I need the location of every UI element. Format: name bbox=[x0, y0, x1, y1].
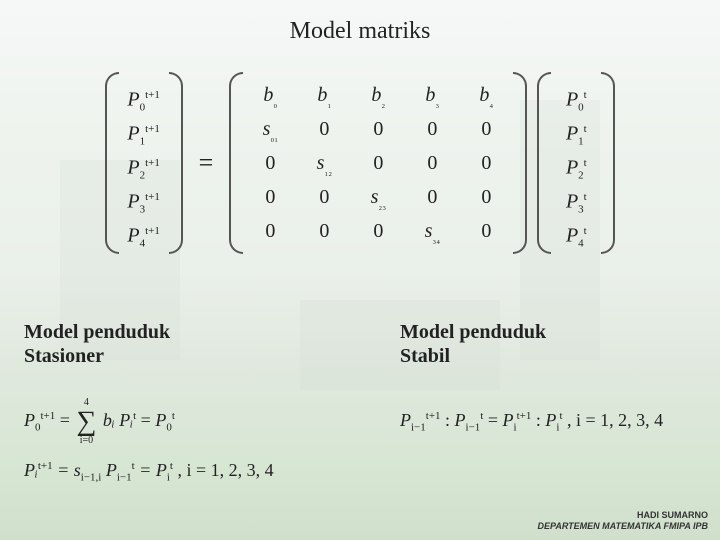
matrix-cell: 0 bbox=[247, 180, 293, 214]
label-stasioner: Model penduduk Stasioner bbox=[24, 320, 170, 368]
rhs-entry: P1t bbox=[555, 112, 597, 146]
eq-stasioner-1: P0t+1 = 4 ∑ i=0 bᵢ Pᵢt = P0t bbox=[24, 398, 175, 446]
matrix-cell: 0 bbox=[247, 146, 293, 180]
eq-stabil: Pi−1t+1 : Pi−1t = Pit+1 : Pit , i = 1, 2… bbox=[400, 410, 663, 434]
matrix-cell: 0 bbox=[463, 214, 509, 248]
matrix-cell: b₀ bbox=[247, 78, 293, 112]
matrix-cell: s₂₃ bbox=[355, 180, 401, 214]
rhs-entry: P0t bbox=[555, 78, 597, 112]
matrix-cell: s₀₁ bbox=[247, 112, 293, 146]
lhs-entry: P3t+1 bbox=[123, 180, 165, 214]
right-paren-icon bbox=[169, 72, 183, 254]
matrix-cell: 0 bbox=[301, 214, 347, 248]
rhs-entry: P4t bbox=[555, 214, 597, 248]
summation-icon: 4 ∑ i=0 bbox=[76, 398, 96, 446]
right-paren-icon bbox=[513, 72, 527, 254]
matrix-cell: 0 bbox=[463, 112, 509, 146]
matrix-equation: P0t+1P1t+1P2t+1P3t+1P4t+1 = b₀s₀₁000b₁0s… bbox=[22, 72, 698, 254]
matrix-cell: 0 bbox=[355, 214, 401, 248]
matrix-cell: b₂ bbox=[355, 78, 401, 112]
footer-dept: DEPARTEMEN MATEMATIKA FMIPA IPB bbox=[538, 521, 709, 532]
lhs-entry: P4t+1 bbox=[123, 214, 165, 248]
matrix-cell: 0 bbox=[355, 112, 401, 146]
right-paren-icon bbox=[601, 72, 615, 254]
matrix-cell: 0 bbox=[301, 180, 347, 214]
left-paren-icon bbox=[105, 72, 119, 254]
matrix-cell: 0 bbox=[409, 180, 455, 214]
left-paren-icon bbox=[537, 72, 551, 254]
matrix-cell: 0 bbox=[463, 180, 509, 214]
rhs-vector: P0tP1tP2tP3tP4t bbox=[537, 72, 615, 254]
left-paren-icon bbox=[229, 72, 243, 254]
matrix-cell: s₃₄ bbox=[409, 214, 455, 248]
lhs-entry: P0t+1 bbox=[123, 78, 165, 112]
matrix-cell: b₁ bbox=[301, 78, 347, 112]
label-stabil: Model penduduk Stabil bbox=[400, 320, 546, 368]
matrix-cell: s₁₂ bbox=[301, 146, 347, 180]
slide-footer: HADI SUMARNO DEPARTEMEN MATEMATIKA FMIPA… bbox=[538, 510, 709, 532]
matrix-cell: b₄ bbox=[463, 78, 509, 112]
slide-title: Model matriks bbox=[0, 18, 720, 45]
matrix-cell: 0 bbox=[247, 214, 293, 248]
matrix-cell: 0 bbox=[463, 146, 509, 180]
lhs-vector: P0t+1P1t+1P2t+1P3t+1P4t+1 bbox=[105, 72, 183, 254]
matrix-cell: 0 bbox=[409, 112, 455, 146]
transition-matrix: b₀s₀₁000b₁0s₁₂00b₂00s₂₃0b₃000s₃₄b₄0000 bbox=[229, 72, 527, 254]
lhs-entry: P2t+1 bbox=[123, 146, 165, 180]
matrix-cell: 0 bbox=[355, 146, 401, 180]
rhs-entry: P3t bbox=[555, 180, 597, 214]
equals-sign: = bbox=[193, 148, 220, 178]
matrix-cell: 0 bbox=[301, 112, 347, 146]
rhs-entry: P2t bbox=[555, 146, 597, 180]
matrix-cell: 0 bbox=[409, 146, 455, 180]
matrix-cell: b₃ bbox=[409, 78, 455, 112]
lhs-entry: P1t+1 bbox=[123, 112, 165, 146]
eq-stasioner-2: Pᵢt+1 = si−1,i Pi−1t = Pit , i = 1, 2, 3… bbox=[24, 460, 274, 484]
footer-name: HADI SUMARNO bbox=[538, 510, 709, 521]
